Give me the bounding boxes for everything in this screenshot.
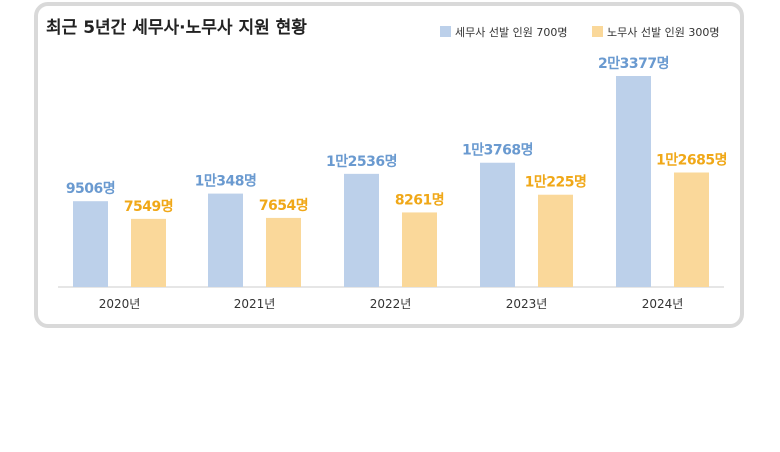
x-tick-label-2: 2021년	[234, 297, 276, 311]
bar-labor-attorney-4	[538, 194, 573, 287]
bar-labor-attorney-3	[402, 212, 437, 287]
bar-tax-accountant-5	[616, 76, 651, 287]
bar-labor-attorney-5	[674, 172, 709, 287]
bar-tax-accountant-2	[208, 193, 243, 287]
value-label-labor-attorney-3: 8261명	[395, 191, 444, 208]
x-tick-label-3: 2022년	[370, 297, 412, 311]
value-label-labor-attorney-4: 1만225명	[525, 174, 587, 191]
value-label-labor-attorney-5: 1만2685명	[656, 152, 727, 169]
value-label-tax-accountant-3: 1만2536명	[326, 153, 397, 170]
legend-swatch-tax-accountant	[440, 26, 451, 37]
value-label-tax-accountant-4: 1만3768명	[462, 142, 533, 159]
value-label-labor-attorney-2: 7654명	[259, 197, 308, 214]
legend-swatch-labor-attorney	[592, 26, 603, 37]
chart-title: 최근 5년간 세무사·노무사 지원 현황	[46, 18, 307, 38]
x-tick-label-5: 2024년	[642, 297, 684, 311]
value-label-tax-accountant-5: 2만3377명	[598, 55, 669, 72]
legend-label-tax-accountant: 세무사 선발 인원 700명	[455, 26, 567, 39]
bar-tax-accountant-4	[480, 162, 515, 287]
legend-label-labor-attorney: 노무사 선발 인원 300명	[607, 26, 719, 39]
value-label-labor-attorney-1: 7549명	[124, 198, 173, 215]
bar-labor-attorney-1	[131, 218, 166, 287]
bar-tax-accountant-3	[344, 173, 379, 287]
value-label-tax-accountant-1: 9506명	[66, 180, 115, 197]
value-label-tax-accountant-2: 1만348명	[195, 173, 257, 190]
bar-tax-accountant-1	[73, 201, 108, 287]
x-tick-label-1: 2020년	[99, 297, 141, 311]
x-tick-label-4: 2023년	[506, 297, 548, 311]
bar-labor-attorney-2	[266, 217, 301, 287]
